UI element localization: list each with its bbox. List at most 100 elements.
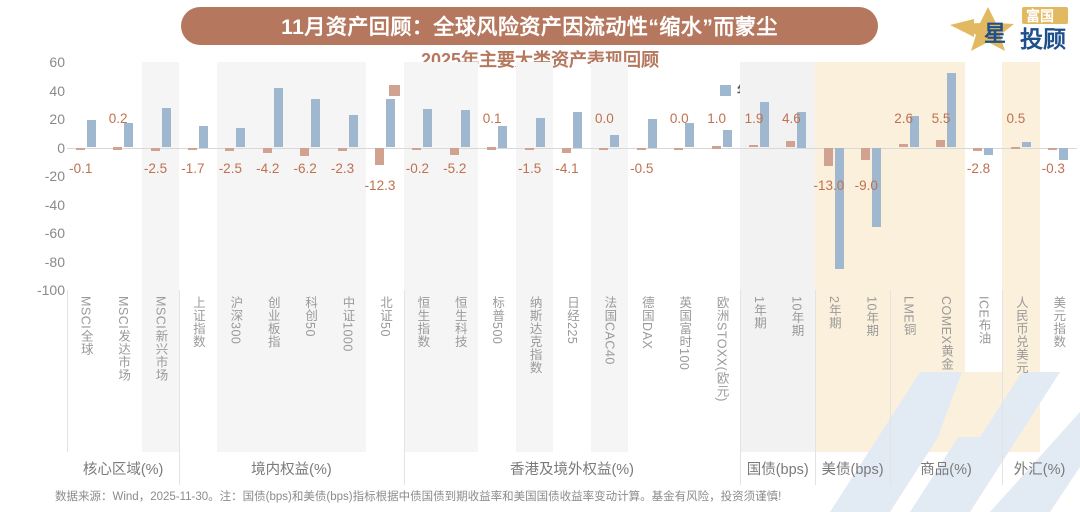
shaded-band: [403, 62, 479, 290]
data-label: -0.3: [1041, 160, 1065, 176]
group-divider: [403, 290, 405, 452]
category-label-cell: 恒生科技: [441, 290, 478, 452]
shaded-band: [590, 62, 629, 290]
y-axis-tick: 40: [49, 82, 65, 99]
category-label-text: 沪深300: [228, 296, 243, 345]
y-axis-tick: -40: [44, 196, 65, 213]
group-divider: [1002, 290, 1004, 452]
y-axis-tick: -60: [44, 225, 65, 241]
bar-ytd: [161, 107, 171, 148]
y-axis-tick: 0: [57, 139, 65, 156]
bar-november: [262, 147, 272, 154]
bar-ytd: [610, 134, 620, 148]
bar-ytd: [236, 127, 246, 148]
group-separator: [889, 452, 891, 485]
bar-november: [337, 147, 347, 151]
bar-ytd: [460, 110, 470, 148]
category-label-text: 恒生指数: [415, 296, 430, 348]
svg-text:投顾: 投顾: [1020, 26, 1066, 52]
category-label-cell: MSCI全球: [67, 290, 104, 452]
bar-ytd: [573, 111, 582, 148]
y-axis-tick: -80: [44, 253, 65, 270]
bar-november: [1048, 147, 1058, 150]
bar-ytd: [198, 126, 208, 148]
data-label: -4.2: [256, 160, 280, 176]
category-label-text: 科创50: [303, 296, 318, 337]
bar-ytd: [947, 73, 957, 148]
category-label-text: 德国DAX: [639, 296, 654, 350]
bar-november: [374, 147, 384, 166]
data-label: -6.2: [293, 160, 317, 176]
category-label-text: 北证50: [377, 296, 392, 337]
category-label-cell: 欧洲STOXX(欧元): [703, 290, 740, 452]
bar-ytd: [647, 119, 657, 148]
category-label-text: 法国CAC40: [602, 296, 617, 365]
group-separator: [1002, 452, 1004, 485]
bar-november: [1010, 146, 1020, 150]
category-label-cell: 北证50: [366, 290, 403, 452]
category-label-text: 10年期: [864, 296, 879, 337]
data-label: -2.5: [143, 160, 168, 176]
bar-ytd: [273, 87, 283, 148]
group-label: 核心区域(%): [82, 462, 164, 478]
data-label: 0.1: [482, 110, 502, 126]
bar-ytd: [385, 99, 395, 148]
group-divider: [889, 290, 891, 452]
category-label-cell: 日经225: [553, 290, 590, 452]
category-label-cell: COMEX黄金: [927, 290, 964, 452]
bar-ytd: [722, 130, 732, 148]
group-label: 商品(%): [920, 462, 972, 478]
category-label-text: MSCI发达市场: [116, 296, 131, 382]
group-divider: [179, 290, 181, 452]
page-title: 11月资产回顾：全球风险资产因流动性“缩水”而蒙尘: [281, 16, 778, 39]
bar-november: [711, 146, 721, 149]
bar-ytd: [311, 99, 321, 148]
bar-ytd: [86, 120, 96, 148]
bar-ytd: [1021, 141, 1031, 148]
category-label-cell: 美元指数: [1040, 290, 1077, 452]
bar-november: [187, 147, 197, 150]
category-label-text: 欧洲STOXX(欧元): [714, 296, 729, 402]
category-label-cell: 纳斯达克指数: [516, 290, 553, 452]
bar-ytd: [834, 147, 844, 269]
bar-ytd: [760, 101, 770, 148]
category-label-cell: 英国富时100: [666, 290, 703, 452]
bar-ytd: [1059, 147, 1069, 161]
category-label-text: 中证1000: [340, 296, 355, 352]
y-axis-tick: -100: [36, 282, 65, 298]
group-divider: [67, 290, 68, 452]
shaded-band: [141, 62, 180, 290]
footnote: 数据来源：Wind，2025-11-30。注：国债(bps)和美债(bps)指标…: [55, 491, 782, 503]
category-label-text: 10年期: [789, 296, 804, 337]
bars-layer: -0.1 0.2 -2.5 -1.7 -2.5 -4.2 -6.2 -2.3 -12.3 -0.2…: [67, 62, 1077, 290]
category-label-cell: 1年期: [740, 290, 777, 452]
data-label: -0.2: [405, 160, 429, 176]
title-banner: 11月资产回顾：全球风险资产因流动性“缩水”而蒙尘: [181, 7, 878, 45]
brand-logo: 星 富国 投顾: [944, 3, 1072, 55]
bar-november: [487, 147, 497, 150]
group-separator: [740, 452, 742, 485]
category-label-text: MSCI全球: [78, 296, 93, 356]
bar-ytd: [348, 114, 358, 148]
bar-november: [786, 140, 796, 148]
bar-november: [898, 143, 908, 148]
data-label: -12.3: [364, 177, 396, 193]
group-divider: [740, 290, 742, 452]
category-label-cell: 上证指数: [179, 290, 216, 452]
category-label-cell: 德国DAX: [628, 290, 665, 452]
category-label-text: 1年期: [752, 296, 767, 330]
shaded-band: [1002, 62, 1040, 290]
svg-text:星: 星: [984, 21, 1006, 46]
category-labels: MSCI全球 MSCI发达市场 MSCI新兴市场 上证指数 沪深300 创业板指 科创50 中…: [67, 290, 1077, 452]
category-label-text: 美元指数: [1051, 296, 1066, 348]
category-label-cell: MSCI新兴市场: [142, 290, 179, 452]
bar-november: [936, 139, 946, 148]
bar-november: [861, 147, 871, 161]
bar-november: [75, 147, 85, 150]
data-label: -13.0: [813, 177, 845, 193]
data-label: 0.2: [108, 110, 128, 126]
category-label-text: 英国富时100: [677, 296, 692, 371]
category-label-text: 标普500: [490, 296, 505, 345]
category-label-cell: ICE布油: [965, 290, 1002, 452]
data-label: -9.0: [854, 177, 878, 193]
